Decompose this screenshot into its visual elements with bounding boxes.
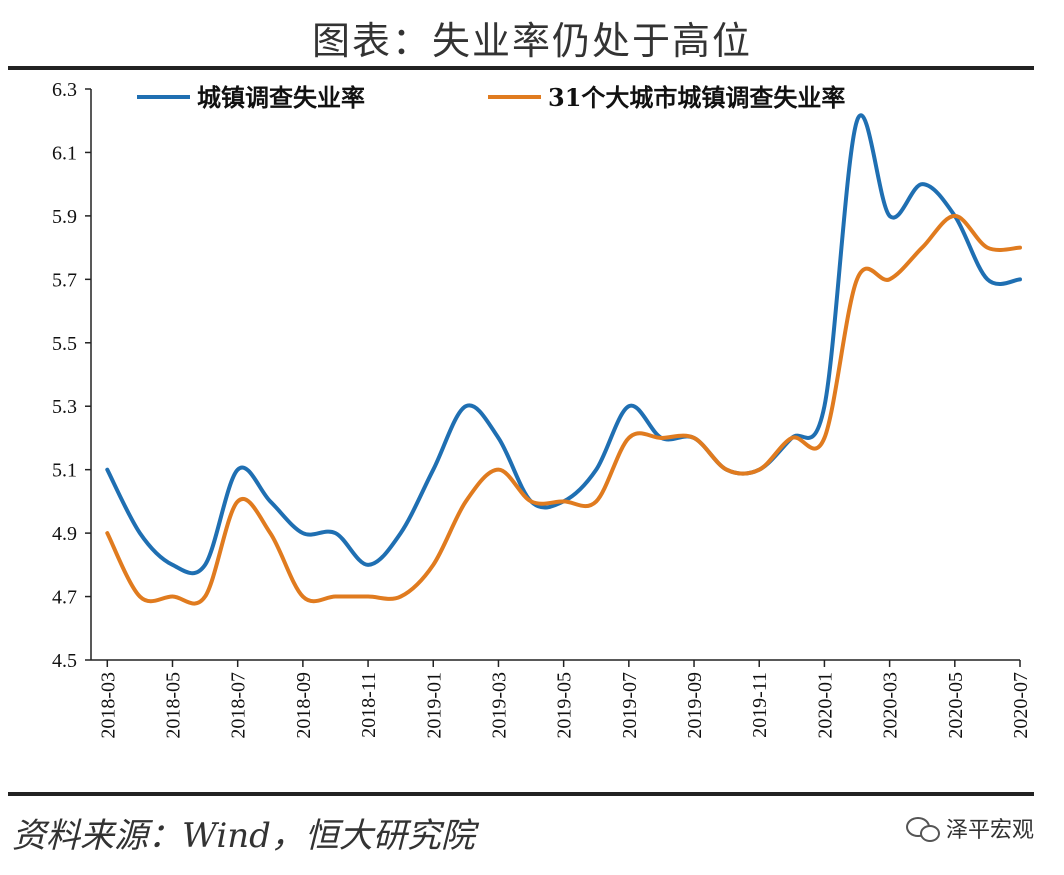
series-lines: [105, 113, 1022, 606]
x-tick-label: 2019-11: [749, 672, 771, 738]
y-tick-label: 4.9: [52, 523, 77, 545]
y-tick-label: 4.5: [52, 650, 77, 672]
y-tick-label: 4.7: [52, 587, 77, 609]
x-tick-label: 2019-07: [619, 672, 641, 739]
y-tick-label: 5.9: [52, 206, 77, 228]
x-tick-label: 2018-07: [228, 672, 250, 739]
x-tick-label: 2018-03: [97, 672, 119, 739]
legend: 城镇调查失业率 31个大城市城镇调查失业率: [137, 83, 845, 112]
axes: 4.5 4.7 4.9 5.1 5.3 5.5 5.7 5.9 6.1 6.3 2018-03 201…: [52, 79, 1032, 739]
bottom-rule: [8, 792, 1034, 796]
series-line-1: [105, 113, 1022, 576]
x-tick-label: 2019-09: [684, 672, 706, 739]
y-tick-label: 5.5: [52, 333, 77, 355]
x-tick-label: 2019-03: [488, 672, 510, 739]
legend-label-1: 城镇调查失业率: [197, 83, 365, 112]
wechat-icon: [905, 815, 940, 842]
y-tick-label: 5.1: [52, 460, 77, 482]
x-tick-label: 2020-05: [945, 672, 967, 739]
x-tick-label: 2020-03: [880, 672, 902, 739]
chart-title: 图表：失业率仍处于高位: [311, 19, 752, 63]
x-tick-label: 2018-09: [293, 672, 315, 739]
x-tick-label: 2020-01: [814, 672, 836, 739]
series-line-2: [105, 213, 1022, 606]
source-note: 资料来源：Wind，恒大研究院: [12, 816, 475, 856]
legend-label-2: 31个大城市城镇调查失业率: [548, 83, 845, 112]
y-tick-label: 6.3: [52, 79, 77, 101]
x-tick-label: 2018-05: [162, 672, 184, 739]
top-rule: [8, 66, 1034, 70]
x-tick-label: 2019-05: [554, 672, 576, 739]
brand-badge: 泽平宏观: [905, 812, 1034, 844]
y-tick-label: 6.1: [52, 142, 77, 164]
y-tick-label: 5.7: [52, 269, 77, 291]
y-tick-label: 5.3: [52, 396, 77, 418]
x-tick-label: 2019-01: [423, 672, 445, 739]
x-tick-label: 2020-07: [1010, 672, 1032, 739]
brand-name: 泽平宏观: [945, 818, 1034, 843]
x-tick-label: 2018-11: [358, 672, 380, 738]
